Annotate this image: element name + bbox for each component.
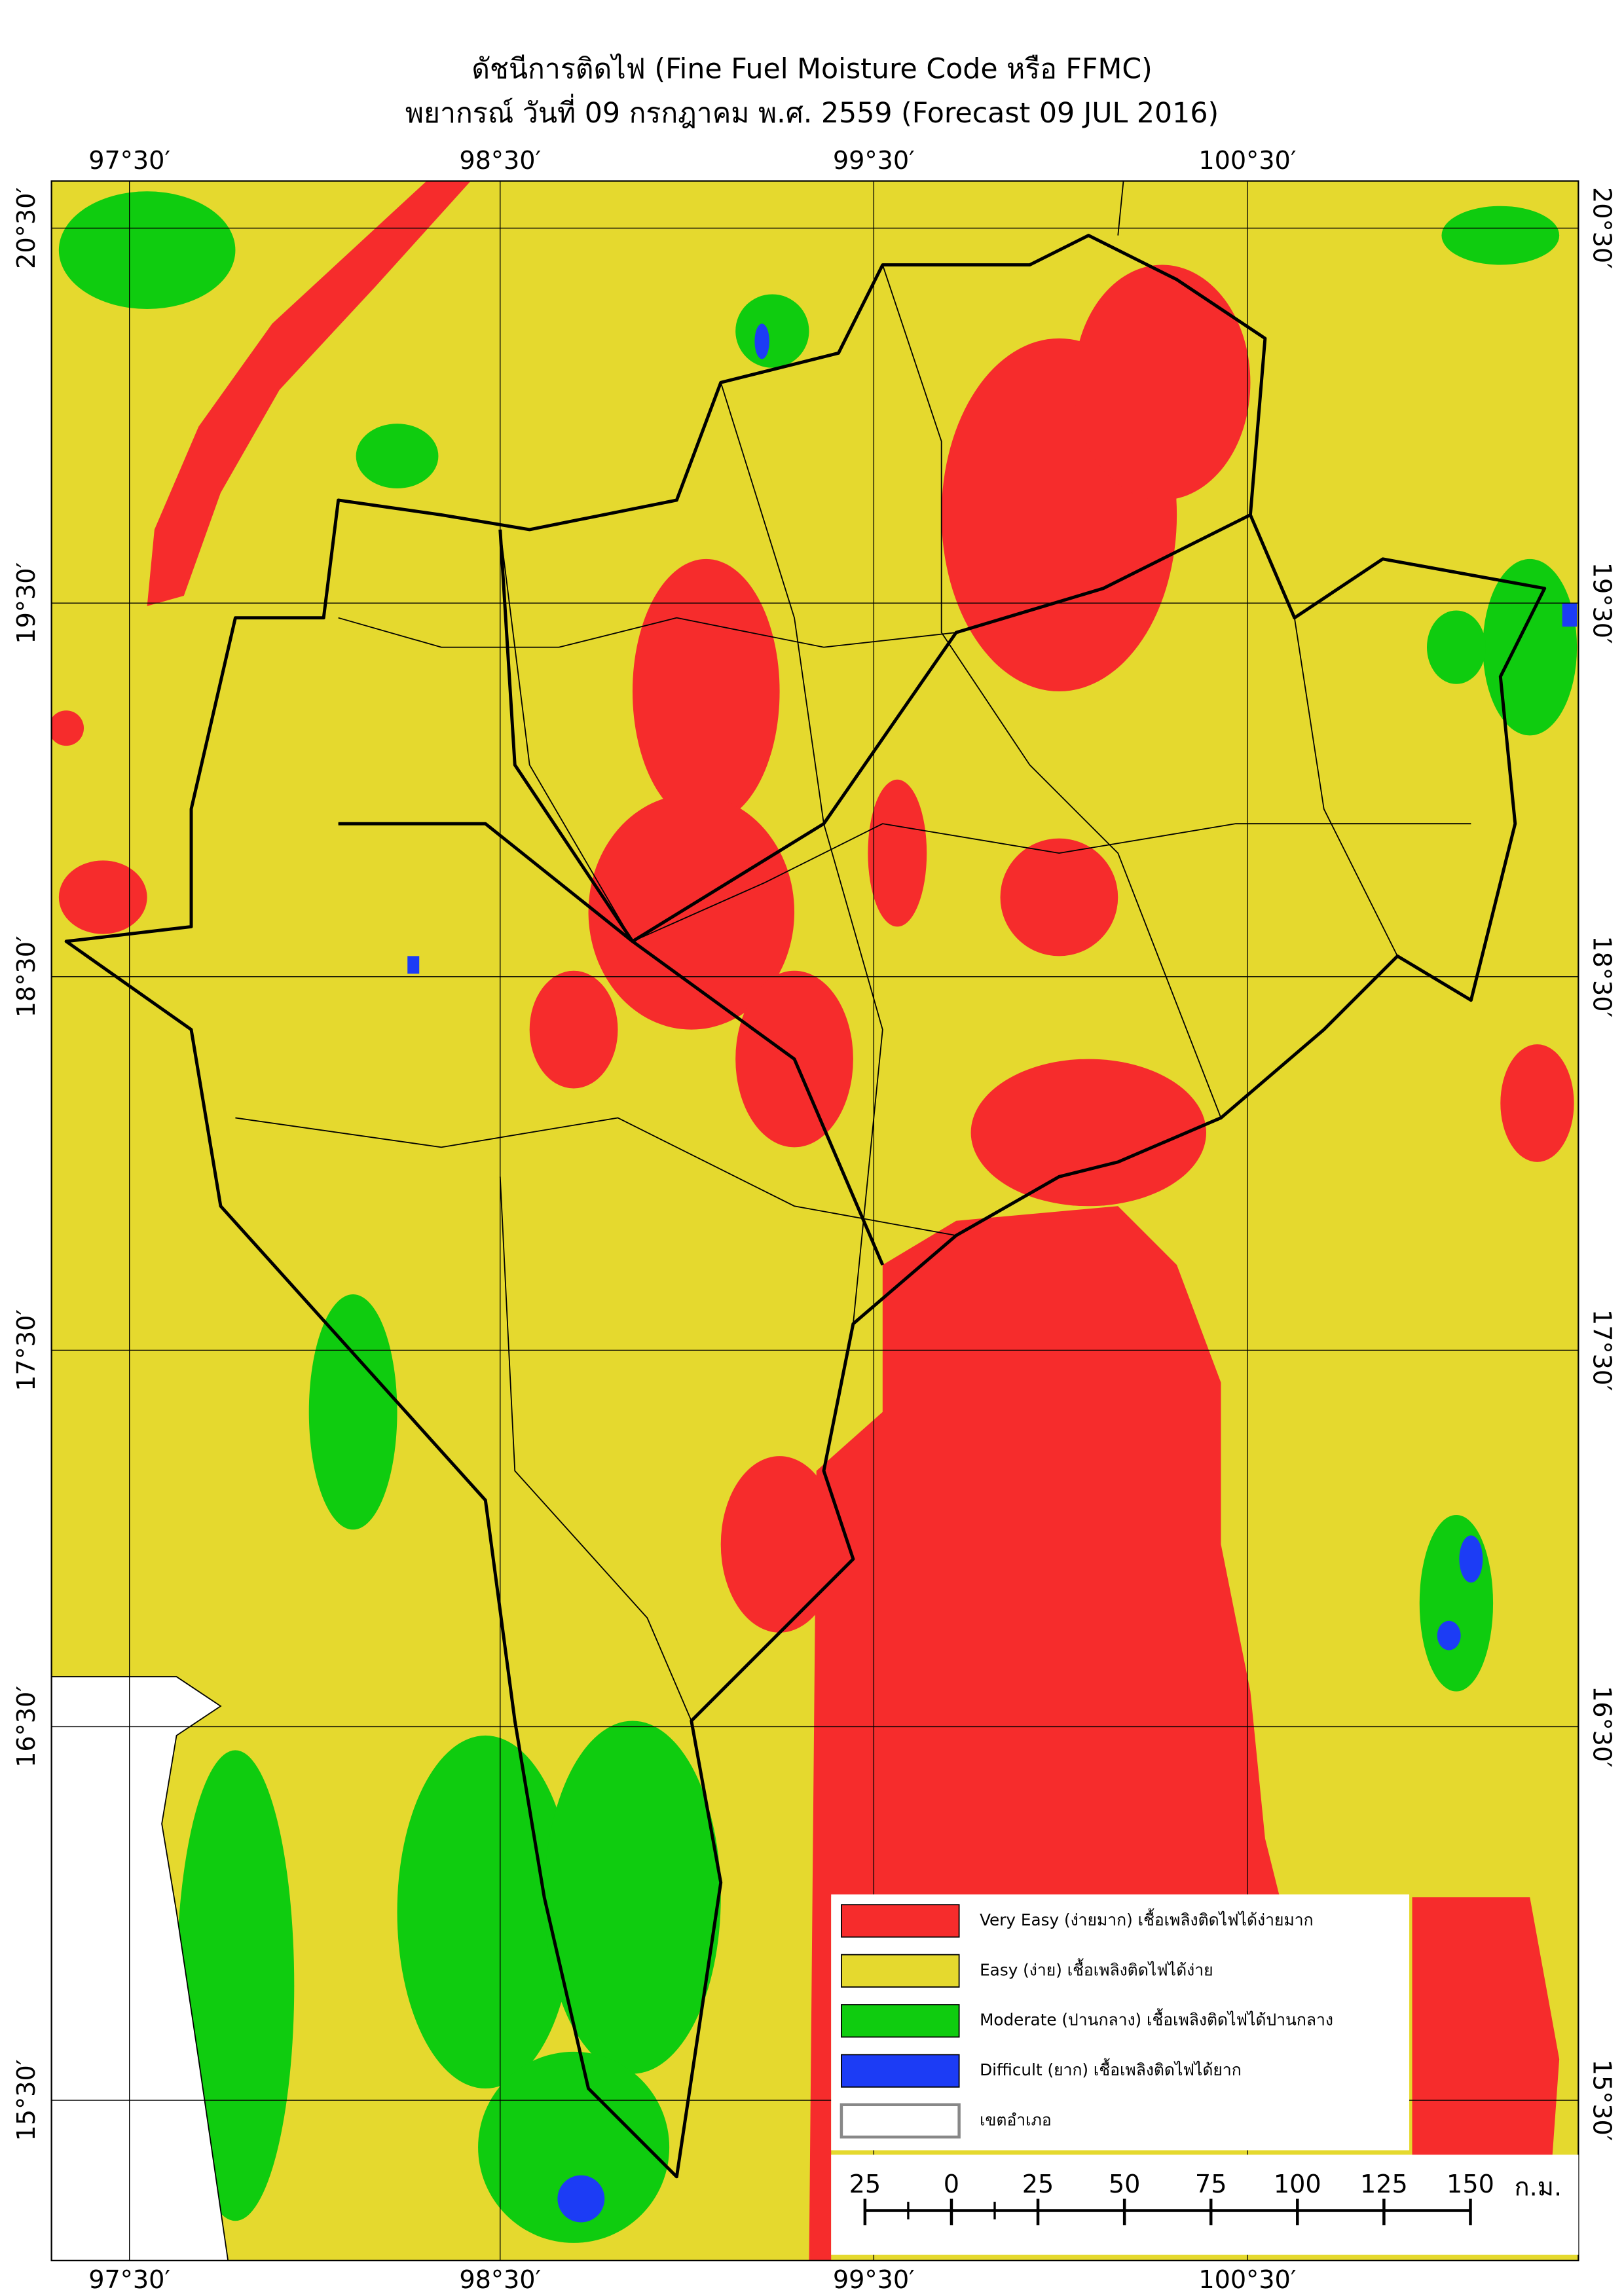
scale-label: 125 [1360, 2170, 1408, 2199]
lon-label-top: 99°30′ [833, 147, 915, 175]
legend-label: เขตอำเภอ [980, 2110, 1052, 2129]
legend-label: Difficult (ยาก) เชื้อเพลิงติดไฟได้ยาก [980, 2058, 1242, 2079]
scale-label: 150 [1447, 2170, 1494, 2199]
lat-label-left: 15°30′ [12, 2060, 41, 2141]
scale-label: 0 [944, 2170, 959, 2199]
lon-label-bottom: 98°30′ [459, 2266, 541, 2295]
scale-bar-box [831, 2155, 1579, 2255]
scale-label: 75 [1195, 2170, 1227, 2199]
lat-label-left: 18°30′ [12, 936, 41, 1017]
lon-label-top: 100°30′ [1198, 147, 1296, 175]
legend-swatch [840, 2103, 961, 2139]
lon-label-top: 97°30′ [88, 147, 170, 175]
lon-label-bottom: 100°30′ [1198, 2266, 1296, 2295]
lat-label-left: 20°30′ [12, 187, 41, 269]
lat-label-right: 15°30′ [1587, 2060, 1616, 2141]
title: ดัชนีการติดไฟ (Fine Fuel Moisture Code ห… [471, 53, 1153, 86]
legend-swatch [841, 2004, 960, 2038]
scale-label: 100 [1274, 2170, 1321, 2199]
scale-label: 50 [1109, 2170, 1141, 2199]
scale-label: 25 [849, 2170, 881, 2199]
lon-label-bottom: 99°30′ [833, 2266, 915, 2295]
subtitle: พยากรณ์ วันที่ 09 กรกฎาคม พ.ศ. 2559 (For… [405, 94, 1219, 130]
legend-swatch [841, 2054, 960, 2088]
legend-label: Moderate (ปานกลาง) เชื้อเพลิงติดไฟได้ปาน… [980, 2009, 1333, 2030]
scale-label: 25 [1022, 2170, 1054, 2199]
legend-swatch [841, 1904, 960, 1938]
legend-swatch [841, 1954, 960, 1988]
lat-label-right: 17°30′ [1587, 1309, 1616, 1391]
lat-label-right: 16°30′ [1587, 1686, 1616, 1768]
lat-label-left: 16°30′ [12, 1686, 41, 1768]
lat-label-right: 18°30′ [1587, 936, 1616, 1017]
lon-label-top: 98°30′ [459, 147, 541, 175]
map-area [51, 181, 1579, 2261]
lat-label-right: 20°30′ [1587, 187, 1616, 269]
legend-label: Easy (ง่าย) เชื้อเพลิงติดไฟได้ง่าย [980, 1958, 1213, 1979]
lat-label-right: 19°30′ [1587, 562, 1616, 644]
scale-bar: 25 0 25 50 75 100 125 150 ก.ม. [849, 2170, 1562, 2225]
lat-label-left: 17°30′ [12, 1309, 41, 1391]
scale-unit: ก.ม. [1515, 2173, 1562, 2202]
legend-label: Very Easy (ง่ายมาก) เชื้อเพลิงติดไฟได้ง่… [980, 1908, 1314, 1929]
lon-label-bottom: 97°30′ [88, 2266, 170, 2295]
map-frame [50, 180, 1579, 2262]
lat-label-left: 19°30′ [12, 562, 41, 644]
